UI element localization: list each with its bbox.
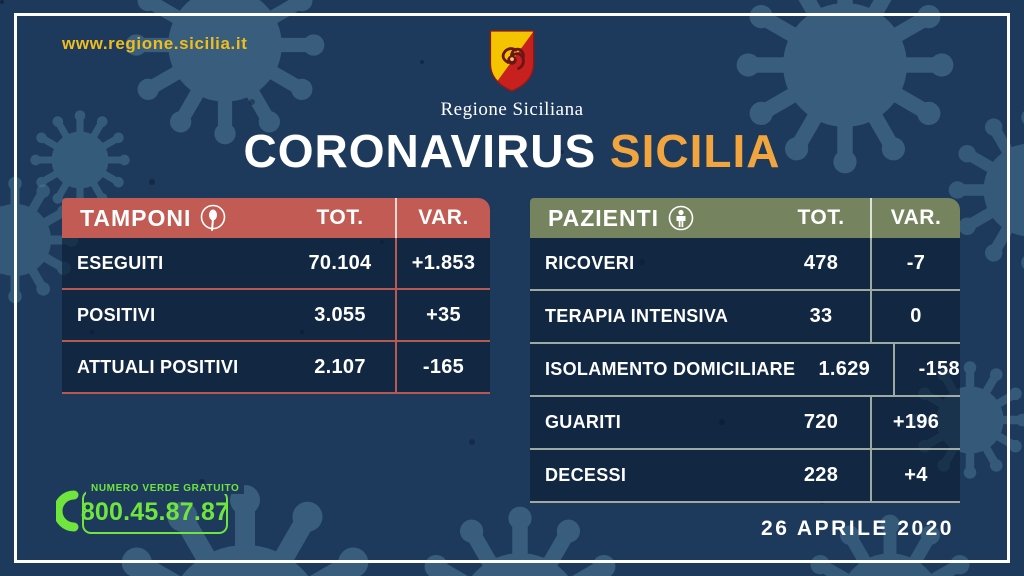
row-label: ATTUALI POSITIVI <box>77 356 239 377</box>
tamponi-header: TAMPONI TOT. VAR. <box>62 198 490 238</box>
table-row: RICOVERI 478 -7 <box>530 238 960 291</box>
website-link[interactable]: www.regione.sicilia.it <box>62 34 248 53</box>
row-tot: 228 <box>772 450 872 501</box>
row-var: -158 <box>918 358 960 380</box>
trinacria-shield-icon <box>489 30 535 92</box>
row-var: -165 <box>422 355 465 378</box>
swab-icon <box>201 204 226 231</box>
pazienti-title: PAZIENTI <box>548 204 660 231</box>
pazienti-col-tot: TOT. <box>772 198 872 238</box>
hotline-label: NUMERO VERDE GRATUITO <box>86 483 245 494</box>
logo-caption: Regione Siciliana <box>440 99 584 120</box>
row-var: +4 <box>904 464 928 486</box>
row-tot: 1.629 <box>795 344 896 395</box>
row-var: -7 <box>906 252 926 274</box>
row-tot: 70.104 <box>285 238 397 288</box>
phone-icon <box>56 490 79 532</box>
title-accent: SICILIA <box>609 125 781 177</box>
row-var: +35 <box>426 303 461 326</box>
pazienti-header: PAZIENTI TOT. VAR. <box>530 198 960 238</box>
row-label: POSITIVI <box>77 304 156 325</box>
tamponi-col-var: VAR. <box>418 206 469 229</box>
row-label: TERAPIA INTENSIVA <box>545 306 729 326</box>
person-icon <box>668 205 694 231</box>
tamponi-table: TAMPONI TOT. VAR. ESEGUITI 70.104 +1.853… <box>62 198 490 394</box>
tamponi-col-tot: TOT. <box>285 198 397 238</box>
row-label: ISOLAMENTO DOMICILIARE <box>545 359 796 379</box>
table-row: POSITIVI 3.055 +35 <box>62 290 490 342</box>
row-label: GUARITI <box>545 412 622 432</box>
background-texture <box>0 0 4 4</box>
row-label: ESEGUITI <box>77 252 164 273</box>
hotline-number-box: 800.45.87.87 <box>80 490 230 534</box>
row-tot: 478 <box>772 238 872 289</box>
row-tot: 2.107 <box>285 342 397 392</box>
row-tot: 3.055 <box>285 290 397 340</box>
row-label: DECESSI <box>545 465 627 485</box>
table-row: DECESSI 228 +4 <box>530 450 960 503</box>
table-row: GUARITI 720 +196 <box>530 397 960 450</box>
title-main: CORONAVIRUS <box>243 125 597 177</box>
report-date: 26 APRILE 2020 <box>761 517 954 540</box>
table-row: ISOLAMENTO DOMICILIARE 1.629 -158 <box>530 344 960 397</box>
table-row: ATTUALI POSITIVI 2.107 -165 <box>62 342 490 394</box>
tamponi-title: TAMPONI <box>80 204 192 231</box>
table-row: ESEGUITI 70.104 +1.853 <box>62 238 490 290</box>
pazienti-col-var: VAR. <box>890 206 942 229</box>
row-tot: 720 <box>772 397 872 448</box>
row-var: +196 <box>892 411 940 433</box>
region-logo: Regione Siciliana <box>0 30 1024 121</box>
table-row: TERAPIA INTENSIVA 33 0 <box>530 291 960 344</box>
row-var: +1.853 <box>411 251 476 274</box>
row-label: RICOVERI <box>545 253 635 273</box>
page-title: CORONAVIRUS SICILIA <box>0 124 1024 178</box>
row-var: 0 <box>910 305 922 327</box>
pazienti-table: PAZIENTI TOT. VAR. RICOVERI 478 -7 TERAP… <box>530 198 960 503</box>
row-tot: 33 <box>772 291 872 342</box>
hotline-number: 800.45.87.87 <box>80 497 230 526</box>
